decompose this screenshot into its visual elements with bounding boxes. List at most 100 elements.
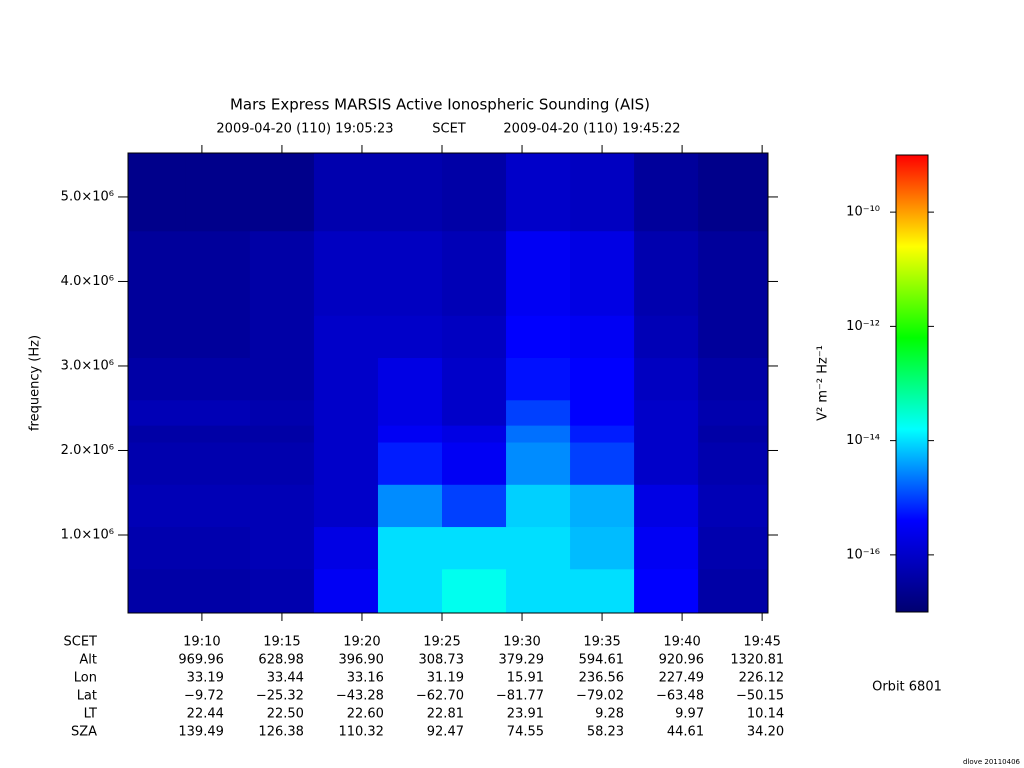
spectrogram-cell — [249, 484, 315, 528]
spectrogram-cell — [634, 399, 699, 426]
ephemeris-value: 969.96 — [178, 653, 224, 668]
ephemeris-value: 9.28 — [595, 707, 624, 722]
y-tick-label: 1.0×10⁶ — [61, 527, 114, 542]
ephemeris-value: 236.56 — [579, 671, 625, 686]
ephemeris-value: 33.44 — [267, 671, 304, 686]
ephemeris-value: 110.32 — [338, 725, 384, 740]
spectrogram-cell — [377, 153, 443, 232]
spectrogram-cell — [506, 568, 571, 614]
spectrogram-cell — [634, 526, 699, 570]
spectrogram-cell — [570, 526, 635, 570]
end-label: 2009-04-20 (110) 19:45:22 — [503, 122, 680, 137]
spectrogram-cell — [570, 568, 635, 614]
spectrogram-cell — [185, 484, 251, 528]
spectrogram-cell — [128, 425, 187, 443]
spectrogram-cell — [185, 357, 251, 401]
spectrogram-cell — [185, 526, 251, 570]
spectrogram-cell — [441, 526, 507, 570]
x-tick-label: 19:10 — [183, 635, 220, 650]
spectrogram-cell — [698, 425, 769, 443]
spectrogram-cell — [377, 399, 443, 426]
ephemeris-value: 227.49 — [659, 671, 705, 686]
spectrogram-cell — [377, 568, 443, 614]
spectrogram-cell — [698, 399, 769, 426]
spectrogram-cell — [377, 442, 443, 485]
spectrogram-cell — [377, 484, 443, 528]
spectrogram-cell — [506, 357, 571, 401]
y-tick-label: 5.0×10⁶ — [61, 189, 114, 204]
spectrogram-cell — [249, 315, 315, 359]
ephemeris-value: −81.77 — [496, 689, 544, 704]
x-tick-label: 19:20 — [343, 635, 380, 650]
spectrogram-cell — [377, 425, 443, 443]
spectrogram-cell — [570, 315, 635, 359]
ephemeris-value: −62.70 — [416, 689, 464, 704]
ephemeris-value: −50.15 — [736, 689, 784, 704]
start-label: 2009-04-20 (110) 19:05:23 — [216, 122, 393, 137]
spectrogram-cell — [313, 568, 379, 614]
spectrogram-cell — [249, 568, 315, 614]
ephemeris-row-label: Lon — [74, 671, 97, 686]
ephemeris-value: 31.19 — [427, 671, 464, 686]
spectrogram-cell — [313, 230, 379, 316]
spectrogram-cell — [313, 357, 379, 401]
spectrogram-cell — [698, 442, 769, 485]
spectrogram-cell — [313, 442, 379, 485]
ephemeris-value: −63.48 — [656, 689, 704, 704]
spectrogram-cell — [441, 315, 507, 359]
spectrogram-cell — [377, 526, 443, 570]
spectrogram-cell — [570, 230, 635, 316]
spectrogram-cell — [441, 442, 507, 485]
spectrogram-cell — [441, 425, 507, 443]
ephemeris-value: 308.73 — [418, 653, 464, 668]
spectrogram-cell — [698, 153, 769, 232]
y-tick-label: 2.0×10⁶ — [61, 443, 114, 458]
spectrogram-cell — [249, 442, 315, 485]
spectrogram-cell — [185, 442, 251, 485]
spectrogram-cell — [441, 484, 507, 528]
ephemeris-time-label: SCET — [64, 635, 98, 650]
ephemeris-value: 22.81 — [427, 707, 464, 722]
ephemeris-value: −25.32 — [256, 689, 304, 704]
spectrogram-cell — [377, 230, 443, 316]
x-tick-label: 19:25 — [423, 635, 460, 650]
spectrogram-cell — [698, 357, 769, 401]
ephemeris-value: 22.60 — [347, 707, 384, 722]
spectrogram-cell — [570, 442, 635, 485]
ephemeris-value: 920.96 — [659, 653, 705, 668]
colorbar-tick-label: 10⁻¹⁴ — [846, 433, 880, 448]
spectrogram-cell — [185, 425, 251, 443]
spectrogram-cell — [506, 442, 571, 485]
spectrogram-cell — [128, 315, 187, 359]
spectrogram-cell — [128, 526, 187, 570]
spectrogram-cell — [249, 230, 315, 316]
spectrogram-cell — [506, 399, 571, 426]
spectrogram-cell — [313, 315, 379, 359]
ephemeris-row-label: Alt — [79, 653, 97, 668]
spectrogram-cell — [249, 526, 315, 570]
spectrogram-cell — [506, 526, 571, 570]
spectrogram-cell — [128, 484, 187, 528]
spectrogram-cell — [634, 230, 699, 316]
spectrogram-cell — [570, 357, 635, 401]
spectrogram-cell — [634, 442, 699, 485]
spectrogram-cell — [570, 153, 635, 232]
spectrogram-cell — [128, 442, 187, 485]
ephemeris-value: 139.49 — [178, 725, 224, 740]
y-axis-label: frequency (Hz) — [28, 335, 43, 431]
ephemeris-value: −9.72 — [184, 689, 224, 704]
ephemeris-value: 22.50 — [267, 707, 304, 722]
spectrogram-cell — [128, 230, 187, 316]
spectrogram-cell — [377, 357, 443, 401]
spectrogram-cell — [570, 399, 635, 426]
spectrogram-cell — [185, 568, 251, 614]
spectrogram-cell — [506, 153, 571, 232]
y-tick-label: 4.0×10⁶ — [61, 274, 114, 289]
x-tick-label: 19:30 — [503, 635, 540, 650]
spectrogram-cell — [506, 425, 571, 443]
plot-frame — [127, 152, 769, 614]
ephemeris-value: 33.16 — [347, 671, 384, 686]
spectrogram-cell — [313, 399, 379, 426]
spectrogram-cell — [698, 484, 769, 528]
